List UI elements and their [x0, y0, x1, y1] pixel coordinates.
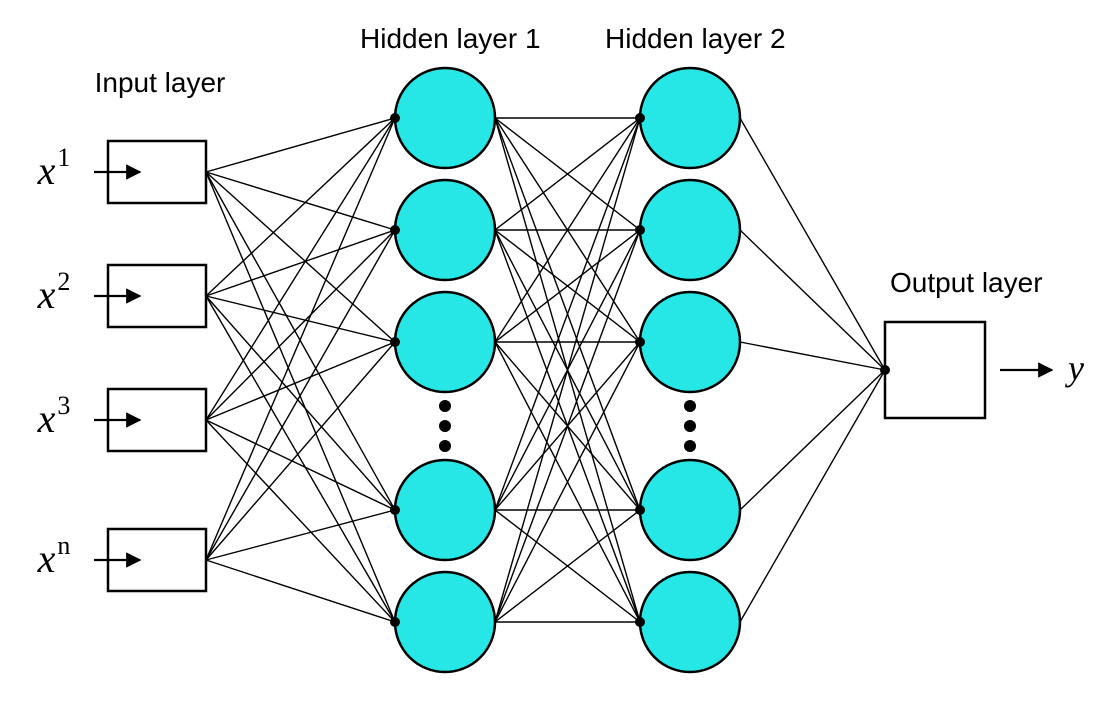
input-var-label-1: x1: [37, 143, 71, 193]
hidden1-node-2: [395, 180, 495, 280]
port-dot: [390, 337, 400, 347]
port-dot: [390, 225, 400, 235]
port-dot: [390, 505, 400, 515]
output-node: [885, 322, 985, 418]
hidden2-node-1: [640, 68, 740, 168]
port-dot: [635, 225, 645, 235]
label-hidden2: Hidden layer 2: [605, 23, 786, 54]
label-hidden1: Hidden layer 1: [360, 23, 541, 54]
hidden2-node-4: [640, 460, 740, 560]
port-dot: [635, 505, 645, 515]
hidden1-node-3: [395, 292, 495, 392]
neural-network-diagram: Input layer Hidden layer 1 Hidden layer 2 O…: [0, 0, 1112, 722]
hidden2-node-5: [640, 572, 740, 672]
hidden2-node-3: [640, 292, 740, 392]
hidden1-node-5: [395, 572, 495, 672]
port-dot: [390, 617, 400, 627]
ellipsis-dot: [439, 400, 451, 412]
port-dot: [390, 113, 400, 123]
hidden2-node-2: [640, 180, 740, 280]
label-output-layer: Output layer: [890, 267, 1043, 298]
edges-group: [206, 118, 885, 622]
port-dot: [635, 337, 645, 347]
ellipsis-dot: [684, 420, 696, 432]
ellipsis-dot: [684, 400, 696, 412]
input-var-label-4: xn: [37, 531, 71, 581]
hidden1-node-1: [395, 68, 495, 168]
port-dot: [635, 617, 645, 627]
input-var-label-3: x3: [37, 391, 71, 441]
input-var-label-2: x2: [37, 267, 71, 317]
ellipsis-dot: [684, 440, 696, 452]
port-dot: [880, 365, 890, 375]
ellipsis-dot: [439, 440, 451, 452]
hidden1-node-4: [395, 460, 495, 560]
port-dot: [635, 113, 645, 123]
output-var-label: y: [1065, 348, 1084, 388]
ellipsis-dot: [439, 420, 451, 432]
label-input-layer: Input layer: [95, 67, 226, 98]
